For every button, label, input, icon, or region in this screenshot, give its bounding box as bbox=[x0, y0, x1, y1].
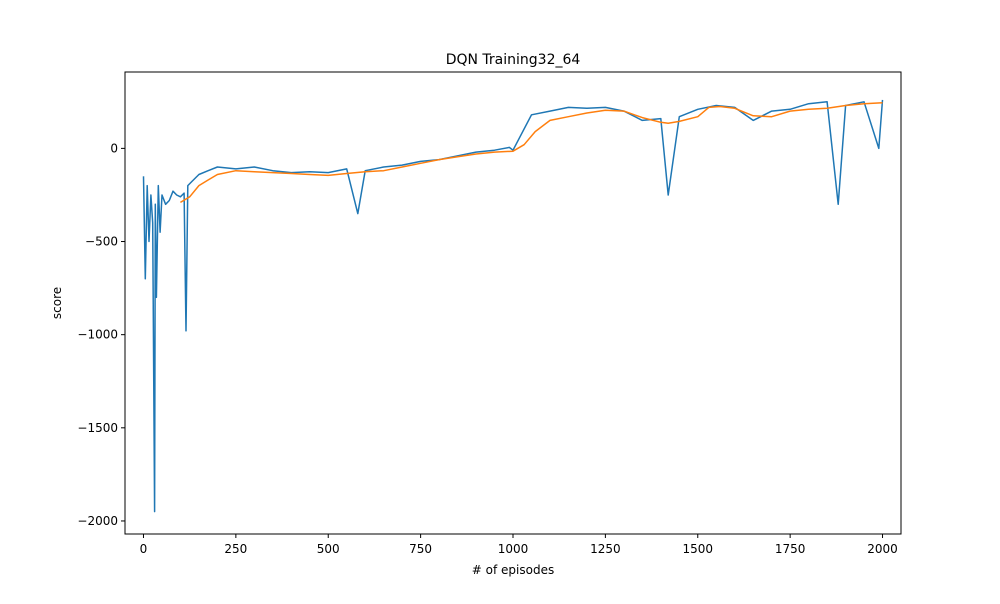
x-tick-label: 750 bbox=[409, 542, 432, 556]
x-axis-label: # of episodes bbox=[472, 563, 554, 577]
y-axis-label: score bbox=[50, 287, 64, 319]
y-tick-label: −1500 bbox=[77, 421, 118, 435]
x-tick-label: 1250 bbox=[590, 542, 621, 556]
series-line-2 bbox=[180, 101, 883, 204]
x-tick-label: 0 bbox=[140, 542, 148, 556]
x-tick-label: 1500 bbox=[682, 542, 713, 556]
x-tick-label: 500 bbox=[317, 542, 340, 556]
x-tick-label: 1750 bbox=[775, 542, 806, 556]
chart-title: DQN Training32_64 bbox=[446, 52, 581, 68]
y-tick-label: −2000 bbox=[77, 514, 118, 528]
y-axis-ticks: −2000 −1500 −1000 −500 0 bbox=[77, 141, 125, 528]
x-tick-label: 250 bbox=[224, 542, 247, 556]
x-tick-label: 2000 bbox=[867, 542, 898, 556]
y-tick-label: 0 bbox=[110, 141, 118, 155]
x-tick-label: 1000 bbox=[498, 542, 529, 556]
y-tick-label: −1000 bbox=[77, 328, 118, 342]
x-axis-ticks: 0 250 500 750 1000 1250 1500 1750 2000 bbox=[140, 534, 898, 556]
plot-lines bbox=[142, 99, 884, 513]
y-tick-label: −500 bbox=[85, 235, 118, 249]
